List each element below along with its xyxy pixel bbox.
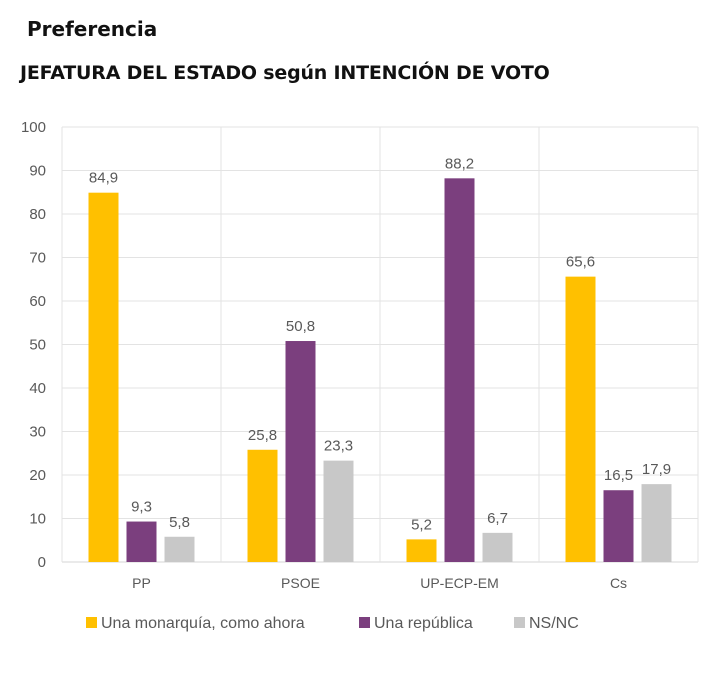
- legend-swatch: [86, 617, 97, 628]
- bar: [482, 532, 513, 562]
- data-label: 17,9: [642, 461, 671, 478]
- bar: [247, 449, 278, 562]
- bar: [88, 192, 119, 562]
- y-tick-label: 100: [21, 119, 46, 136]
- chart-subtitle: Preferencia: [27, 17, 158, 41]
- y-tick-label: 10: [29, 511, 46, 528]
- bar: [285, 341, 316, 562]
- data-label: 84,9: [89, 170, 118, 187]
- data-label: 6,7: [487, 510, 508, 527]
- y-tick-label: 30: [29, 424, 46, 441]
- data-label: 9,3: [131, 499, 152, 516]
- y-tick-label: 80: [29, 206, 46, 223]
- bar: [164, 536, 195, 562]
- data-label: 25,8: [248, 427, 277, 444]
- legend-label: Una monarquía, como ahora: [101, 615, 305, 632]
- y-tick-label: 40: [29, 380, 46, 397]
- y-tick-label: 20: [29, 467, 46, 484]
- legend-swatch: [514, 617, 525, 628]
- x-tick-label: Cs: [610, 575, 627, 591]
- bar: [406, 539, 437, 562]
- chart-title: JEFATURA DEL ESTADO según INTENCIÓN DE V…: [20, 62, 550, 84]
- data-label: 5,2: [411, 516, 432, 533]
- x-tick-label: PSOE: [281, 575, 320, 591]
- data-label: 50,8: [286, 318, 315, 335]
- bar: [565, 276, 596, 562]
- y-tick-label: 50: [29, 337, 46, 354]
- y-tick-label: 0: [38, 554, 46, 571]
- x-tick-label: PP: [132, 575, 151, 591]
- legend-swatch: [359, 617, 370, 628]
- data-label: 65,6: [566, 254, 595, 271]
- bar: [126, 521, 157, 562]
- legend-label: NS/NC: [529, 615, 579, 632]
- x-tick-label: UP-ECP-EM: [420, 575, 499, 591]
- data-label: 88,2: [445, 155, 474, 172]
- y-tick-label: 90: [29, 163, 46, 180]
- data-label: 23,3: [324, 438, 353, 455]
- legend-label: Una república: [374, 615, 473, 632]
- data-label: 5,8: [169, 514, 190, 531]
- data-label: 16,5: [604, 467, 633, 484]
- bar: [444, 178, 475, 562]
- bar: [603, 490, 634, 562]
- bar: [641, 484, 672, 562]
- y-tick-label: 60: [29, 293, 46, 310]
- bar: [323, 460, 354, 562]
- y-tick-label: 70: [29, 250, 46, 267]
